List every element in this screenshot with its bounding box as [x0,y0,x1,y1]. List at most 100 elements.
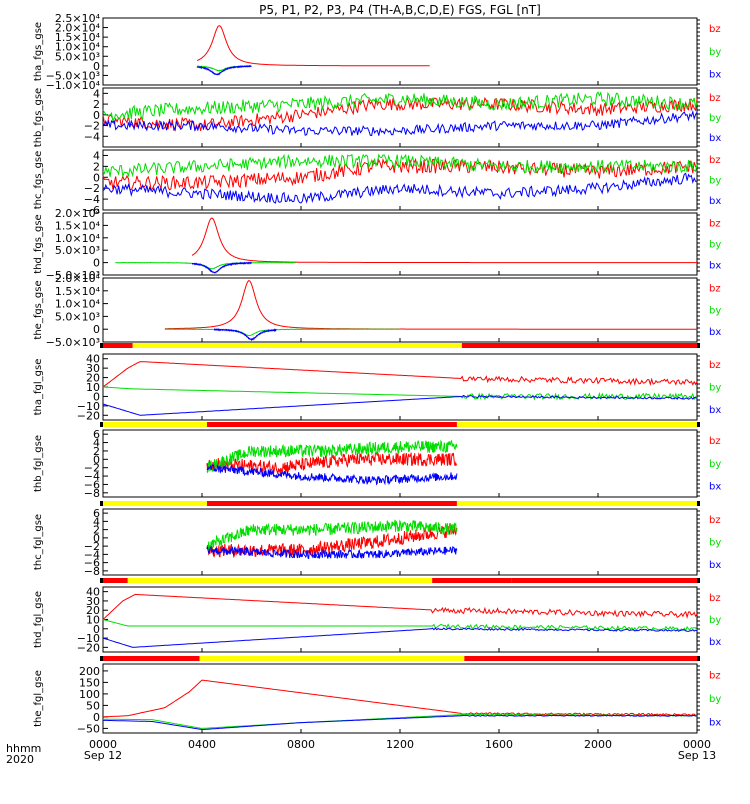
series-by [206,519,458,552]
mode-bar-end-right [697,343,700,348]
series-bz [196,25,430,67]
y-tick-label: 4 [93,149,100,162]
y-tick-label: −2 [84,182,100,195]
x-tick-label: 0400 [188,738,216,751]
y-tick-label: 20 [86,604,100,617]
panel-frame [102,429,698,498]
mode-bar-end-right [697,656,700,661]
legend-by: by [709,615,721,626]
y-axis-label: thc_fgs_gse [33,151,44,210]
y-tick-label: 1.0×10⁴ [55,298,101,311]
legend-bx: bx [709,133,721,144]
legend-bz: bz [709,670,721,681]
mode-bar-segment [511,578,697,583]
series-by [103,713,698,729]
x-axis-label-hhmm: hhmm [6,742,41,755]
y-tick-label: 2.0×10⁴ [55,207,101,220]
series-by [102,90,698,123]
legend-bz: bz [709,593,721,604]
y-tick-label: 2 [93,98,100,111]
y-tick-label: −4 [84,548,100,561]
legend-bx: bx [709,637,721,648]
y-tick-label: −4 [84,470,100,483]
y-tick-label: 2.5×10⁴ [55,12,101,25]
y-tick-label: 2 [93,160,100,173]
x-tick-label: 1200 [386,738,414,751]
series-bx [102,627,698,648]
legend-bx: bx [709,70,721,81]
y-tick-label: 4 [93,87,100,100]
series-by [102,619,698,632]
panel-thd_fgs_gse: 2.0×10⁴1.5×10⁴1.0×10⁴5.0×10³0−5.0×10³thd… [33,207,721,282]
y-tick-label: −6 [84,478,100,491]
mode-bar-segment [103,656,200,661]
legend-bz: bz [709,284,721,295]
series-by [102,386,698,401]
series-bx [206,545,458,560]
series-bx [191,261,252,274]
mode-bar-end-left [100,501,103,506]
legend-by: by [709,47,721,58]
mode-bar-segment [103,343,133,348]
mode-bar-end-right [697,422,700,427]
panel-frame [102,17,698,86]
mode-bar-end-right [697,578,700,583]
legend-bx: bx [709,717,721,728]
series-bx [102,109,698,137]
mode-bar-segment [206,422,457,427]
legend-bz: bz [709,360,721,371]
series-by [206,439,458,474]
x-tick-date-label: Sep 13 [678,749,716,762]
legend-bx: bx [709,560,721,571]
y-axis-label: thb_fgl_gse [33,435,44,492]
y-tick-label: 0 [93,109,100,122]
y-tick-label: −20 [77,641,100,654]
y-tick-label: 5.0×10³ [55,244,100,257]
panel-thb_fgs_gse: 420−2−4 thb_fgs_gse bz by bx [33,87,721,148]
y-tick-label: −10 [77,632,100,645]
mode-bar-segment [432,578,512,583]
y-tick-label: 10 [86,614,100,627]
mode-bar-end-left [100,578,103,583]
y-tick-label: −2 [84,120,100,133]
series-bz [102,679,698,718]
legend-bx: bx [709,327,721,338]
y-tick-label: 100 [79,688,100,701]
series-bz [102,593,698,620]
legend-by: by [709,382,721,393]
series-bz [164,280,697,330]
y-tick-label: 4 [93,437,100,450]
legend-by: by [709,694,721,705]
x-tick-date-label: Sep 12 [84,749,122,762]
series-bx [102,394,698,416]
y-axis-label: tha_fgs_gse [33,22,44,81]
mode-bar-segment [103,501,207,506]
mode-bar-segment [199,656,465,661]
y-tick-label: 150 [79,676,100,689]
legend-bz: bz [709,218,721,229]
series-bz [191,217,697,264]
y-tick-label: 1.0×10⁴ [55,41,101,54]
y-tick-label: −2 [84,540,100,553]
legend-by: by [709,459,721,470]
x-tick-label: 0000 [89,738,117,751]
y-tick-label: 1.5×10⁴ [55,219,101,232]
legend-bz: bz [709,24,721,35]
series-bz [102,96,698,132]
y-tick-label: 10 [86,381,100,394]
y-tick-label: 6 [93,507,100,520]
series-bx [102,172,698,204]
legend-bz: bz [709,93,721,104]
mode-bar-end-right [697,501,700,506]
mode-bar-segment [103,578,128,583]
y-axis-label: the_fgs_gse [33,280,44,339]
y-tick-label: 1.0×10⁴ [55,232,101,245]
series-bx [103,714,698,730]
y-tick-label: −4 [84,130,100,143]
x-axis-label-year: 2020 [6,753,34,766]
panel-tha_fgs_gse: 2.5×10⁴2.0×10⁴1.5×10⁴1.0×10⁴5.0×10³0−5.0… [33,12,721,92]
y-tick-label: 50 [86,699,100,712]
